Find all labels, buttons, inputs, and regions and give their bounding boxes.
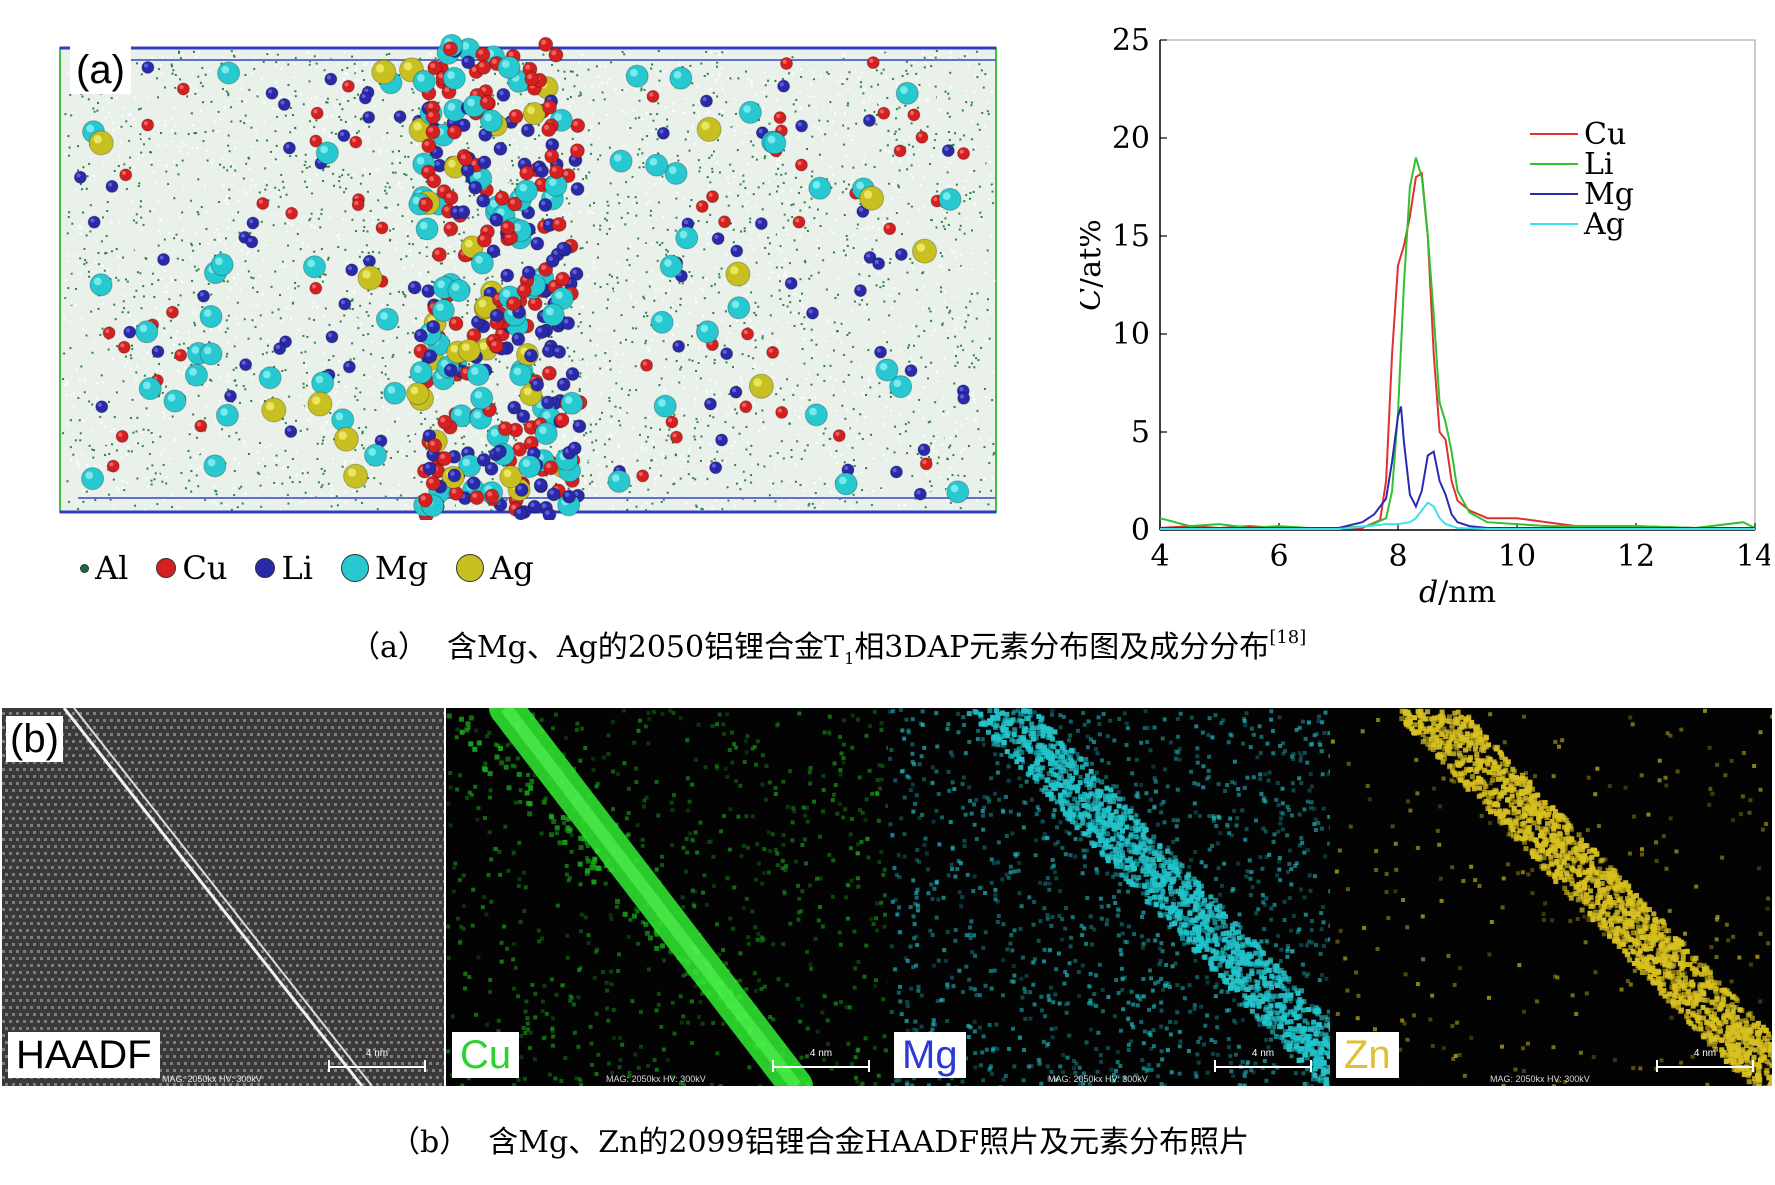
legend-label-cu: Cu — [1584, 117, 1626, 152]
cu-scale-bar: 4 nm — [772, 1048, 870, 1072]
cu-map-info: MAG: 2050kx HV: 300kV — [606, 1074, 706, 1084]
mg-map-info: MAG: 2050kx HV: 300kV — [1048, 1074, 1148, 1084]
y-tick-label: 10 — [1112, 317, 1150, 352]
solute-atoms — [73, 33, 971, 524]
zn-map-image: MAG: 2050kx HV: 300kV 4 nm Zn — [1330, 708, 1772, 1086]
zn-map-info: MAG: 2050kx HV: 300kV — [1490, 1074, 1590, 1084]
apt-atom-map — [59, 33, 997, 524]
haadf-scale-text: 4 nm — [365, 1048, 389, 1059]
caption-a-reference: [18] — [1269, 627, 1307, 648]
legend-label-cu: Cu — [182, 549, 228, 587]
caption-a: （a） 含Mg、Ag的2050铝锂合金T1相3DAP元素分布图及成分分布[18] — [350, 622, 1306, 668]
zn-scale-bar: 4 nm — [1656, 1048, 1754, 1072]
x-tick-label: 10 — [1498, 539, 1536, 574]
caption-a-subscript: 1 — [844, 649, 855, 668]
y-tick-label: 20 — [1112, 121, 1150, 156]
legend-label-mg: Mg — [374, 549, 429, 587]
legend-label-al: Al — [95, 549, 129, 587]
mg-dot-icon — [340, 554, 369, 582]
x-tick-label: 4 — [1150, 539, 1169, 574]
legend-label-ag: Ag — [1583, 207, 1625, 242]
zn-map-svg — [1330, 708, 1772, 1086]
caption-a-text: 含Mg、Ag的2050铝锂合金T — [446, 630, 845, 665]
y-tick-label: 0 — [1131, 513, 1150, 548]
mg-map-svg — [888, 708, 1330, 1086]
haadf-scale-bar: 4 nm — [328, 1048, 426, 1072]
haadf-info: MAG: 2050kx HV: 300kV — [162, 1074, 262, 1084]
x-axis-label: d/nm — [1419, 575, 1496, 610]
cu-dot-icon — [156, 558, 177, 578]
plot-frame — [1159, 39, 1756, 531]
y-axis-label: C/at% — [1080, 219, 1108, 311]
x-tick-label: 8 — [1388, 539, 1407, 574]
caption-b-prefix: （b） — [390, 1125, 470, 1160]
panel-b-label: (b) — [6, 716, 63, 762]
x-tick-label: 14 — [1736, 539, 1770, 574]
li-dot-icon — [255, 558, 276, 578]
caption-a-prefix: （a） — [350, 630, 428, 665]
y-tick-label: 15 — [1112, 219, 1150, 254]
series-line-mg — [1160, 406, 1755, 529]
legend-item-li: Li — [255, 549, 313, 587]
mg-map-label: Mg — [894, 1032, 966, 1078]
series-line-li — [1159, 157, 1756, 530]
haadf-image: MAG: 2050kx HV: 300kV 4 nm HAADF — [2, 708, 444, 1086]
cu-map-svg — [446, 708, 888, 1086]
y-tick-label: 5 — [1131, 415, 1150, 450]
legend-item-mg: Mg — [340, 549, 429, 587]
caption-a-text2: 相3DAP元素分布图及成分分布 — [854, 630, 1270, 665]
legend-item-ag: Ag — [456, 549, 534, 587]
x-tick-label: 6 — [1269, 539, 1288, 574]
zn-scale-text: 4 nm — [1693, 1048, 1717, 1059]
cu-map-image: MAG: 2050kx HV: 300kV 4 nm Cu — [446, 708, 888, 1086]
panel-a-label: (a) — [70, 46, 131, 94]
mg-scale-bar: 4 nm — [1214, 1048, 1312, 1072]
al-dot-icon — [80, 563, 89, 573]
mg-map-image: MAG: 2050kx HV: 300kV 4 nm Mg — [888, 708, 1330, 1086]
series-line-cu — [1159, 171, 1755, 530]
caption-b-text: 含Mg、Zn的2099铝锂合金HAADF照片及元素分布照片 — [488, 1125, 1250, 1160]
mg-scale-text: 4 nm — [1251, 1048, 1275, 1059]
haadf-map-svg — [2, 708, 444, 1086]
cu-scale-text: 4 nm — [809, 1048, 833, 1059]
legend-label-li: Li — [281, 549, 313, 587]
cu-map-label: Cu — [452, 1032, 520, 1078]
x-tick-label: 12 — [1617, 539, 1655, 574]
series-line-ag — [1160, 501, 1755, 530]
ag-dot-icon — [456, 554, 485, 582]
legend-label-li: Li — [1584, 147, 1614, 182]
haadf-label: HAADF — [8, 1032, 160, 1078]
zn-map-label: Zn — [1336, 1032, 1399, 1078]
caption-b: （b） 含Mg、Zn的2099铝锂合金HAADF照片及元素分布照片 — [390, 1117, 1249, 1161]
legend-label-ag: Ag — [490, 549, 534, 587]
legend-item-cu: Cu — [156, 549, 227, 587]
atom-legend: Al Cu Li Mg Ag — [80, 548, 562, 588]
apt-reconstruction-image — [58, 30, 998, 524]
y-tick-label: 25 — [1112, 23, 1150, 58]
legend-label-mg: Mg — [1584, 177, 1634, 212]
legend-item-al: Al — [80, 549, 128, 587]
